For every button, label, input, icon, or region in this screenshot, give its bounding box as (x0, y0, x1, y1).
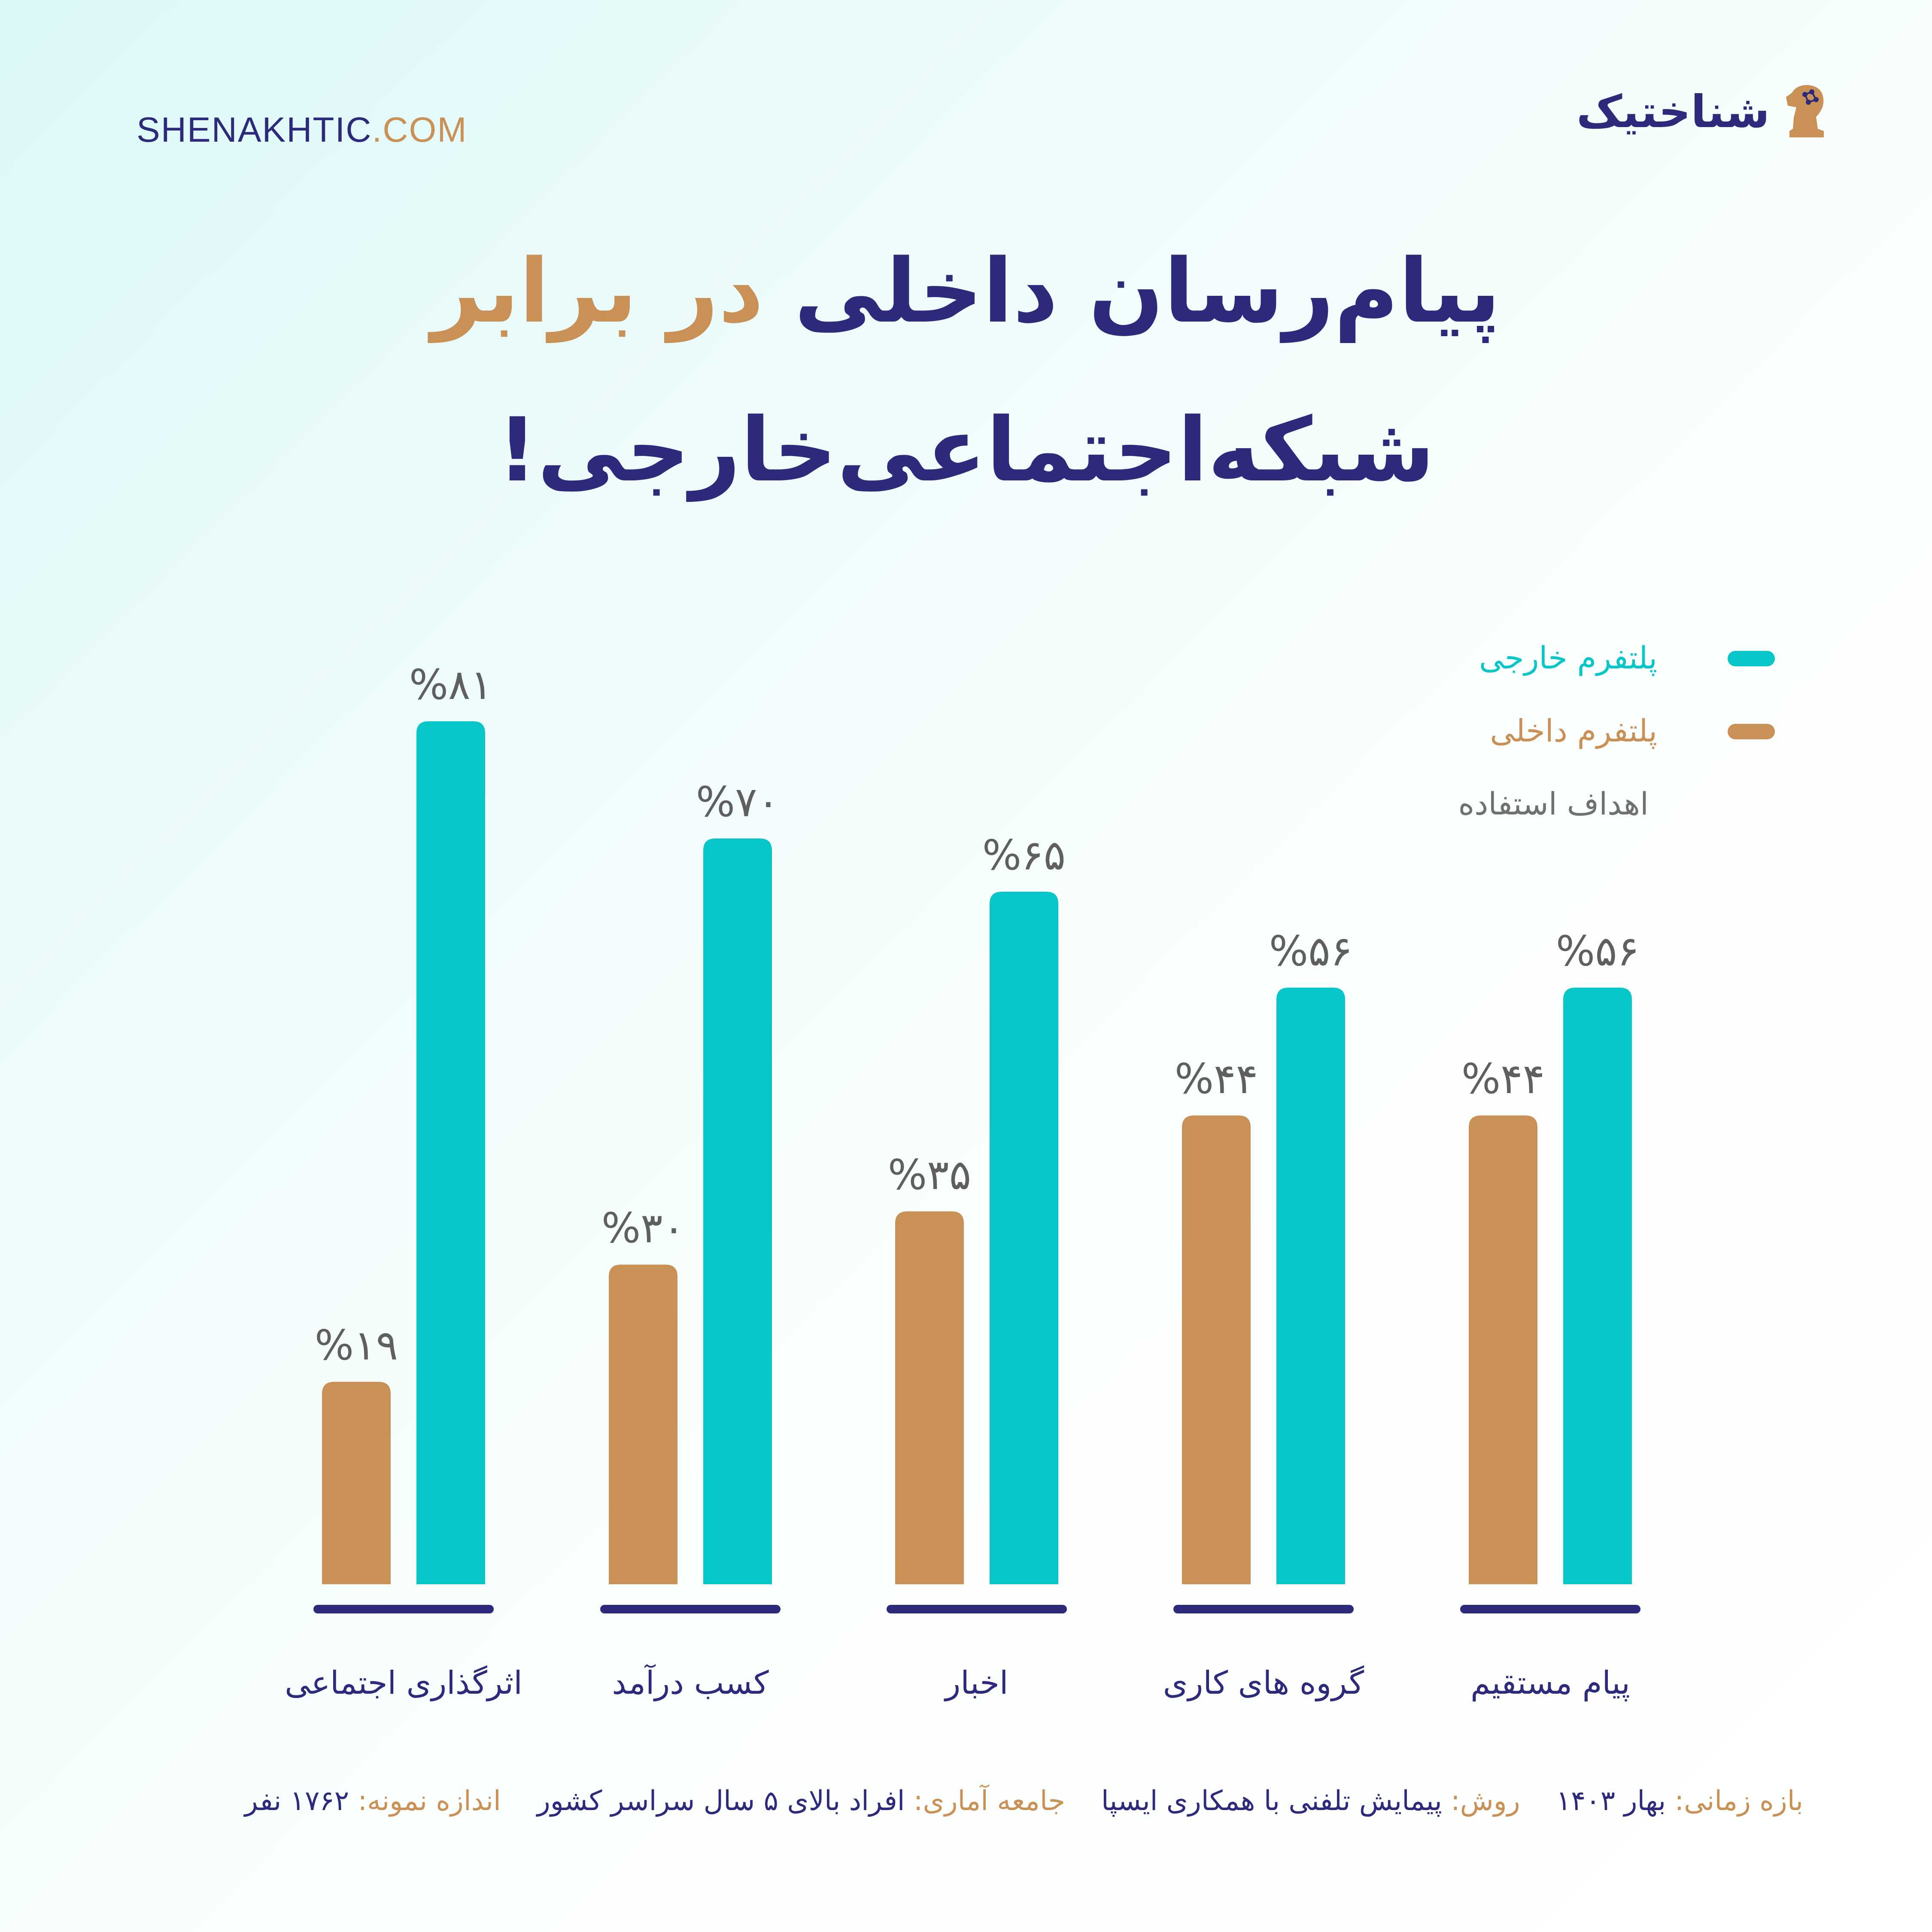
legend-label-foreign: پلتفرم خارجی (1479, 640, 1657, 676)
bar-foreign-1 (703, 838, 772, 1584)
value-label-domestic-3: %۴۴ (1175, 1055, 1258, 1103)
chart-title-line-2: شبکه‌اجتماعی‌خارجی! (497, 399, 1435, 501)
footer-period: بازه زمانی: بهار ۱۴۰۳ (1556, 1785, 1803, 1817)
bar-domestic-1 (609, 1264, 677, 1584)
footer-population-value: افراد بالای ۵ سال سراسر کشور (537, 1785, 905, 1817)
footer-info: بازه زمانی: بهار ۱۴۰۳ روش: پیمایش تلفنی … (245, 1785, 1803, 1817)
chess-knight-icon (1786, 85, 1824, 137)
footer-period-value: بهار ۱۴۰۳ (1556, 1785, 1666, 1817)
bar-domestic-3 (1182, 1115, 1251, 1584)
value-label-foreign-4: %۵۶ (1556, 927, 1639, 975)
value-label-domestic-0: %۱۹ (315, 1321, 398, 1370)
bar-domestic-0 (322, 1382, 391, 1584)
legend-item-domestic: پلتفرم داخلی (1490, 713, 1775, 749)
category-label-3: گروه های کاری (1163, 1665, 1364, 1701)
legend-label-domestic: پلتفرم داخلی (1490, 713, 1657, 749)
category-label-4: پیام مستقیم (1470, 1665, 1630, 1701)
footer-sample: اندازه نمونه: ۱۷۶۲ نفر (245, 1785, 501, 1817)
category-label-1: کسب درآمد (612, 1664, 769, 1701)
footer-period-key: بازه زمانی: (1674, 1785, 1804, 1817)
footer-method: روش: پیمایش تلفنی با همکاری ایسپا (1101, 1785, 1520, 1817)
category-label-2: اخبار (944, 1665, 1009, 1701)
bar-foreign-4 (1563, 987, 1632, 1584)
value-label-foreign-0: %۸۱ (409, 661, 492, 709)
footer-sample-value: ۱۷۶۲ نفر (244, 1785, 349, 1817)
site-url-main: SHENAKHTIC (137, 110, 372, 149)
value-label-domestic-1: %۳۰ (601, 1204, 685, 1252)
chart-title-line-1: پیام‌رسان داخلی در برابر (0, 240, 1932, 343)
site-url-tld: .COM (372, 110, 468, 149)
category-label-0: اثرگذاری اجتماعی (285, 1665, 522, 1701)
bar-foreign-2 (990, 892, 1058, 1584)
footer-population: جامعه آماری: افراد بالای ۵ سال سراسر کشو… (537, 1785, 1065, 1817)
value-label-foreign-1: %۷۰ (696, 778, 779, 826)
title-main: پیام‌رسان داخلی (794, 240, 1501, 343)
bar-domestic-2 (895, 1211, 964, 1584)
legend-swatch-foreign (1728, 651, 1775, 666)
value-label-domestic-4: %۴۴ (1461, 1055, 1545, 1103)
legend-caption: اهداف استفاده (1458, 786, 1649, 822)
legend-item-foreign: پلتفرم خارجی (1479, 640, 1775, 676)
brand-logo: شناختیک (1577, 82, 1832, 142)
footer-sample-key: اندازه نمونه: (358, 1785, 501, 1817)
legend-swatch-domestic (1728, 724, 1775, 739)
value-label-foreign-3: %۵۶ (1269, 927, 1352, 975)
bar-domestic-4 (1469, 1115, 1537, 1584)
footer-method-key: روش: (1451, 1785, 1520, 1817)
value-label-foreign-2: %۶۵ (982, 831, 1066, 879)
value-label-domestic-2: %۳۵ (888, 1151, 971, 1199)
title-accent: در برابر (431, 240, 764, 343)
footer-method-value: پیمایش تلفنی با همکاری ایسپا (1101, 1785, 1442, 1817)
bar-foreign-3 (1276, 987, 1345, 1584)
bar-foreign-0 (416, 721, 485, 1584)
brand-name: شناختیک (1576, 85, 1770, 138)
footer-population-key: جامعه آماری: (913, 1785, 1065, 1817)
site-url[interactable]: SHENAKHTIC.COM (137, 110, 468, 150)
